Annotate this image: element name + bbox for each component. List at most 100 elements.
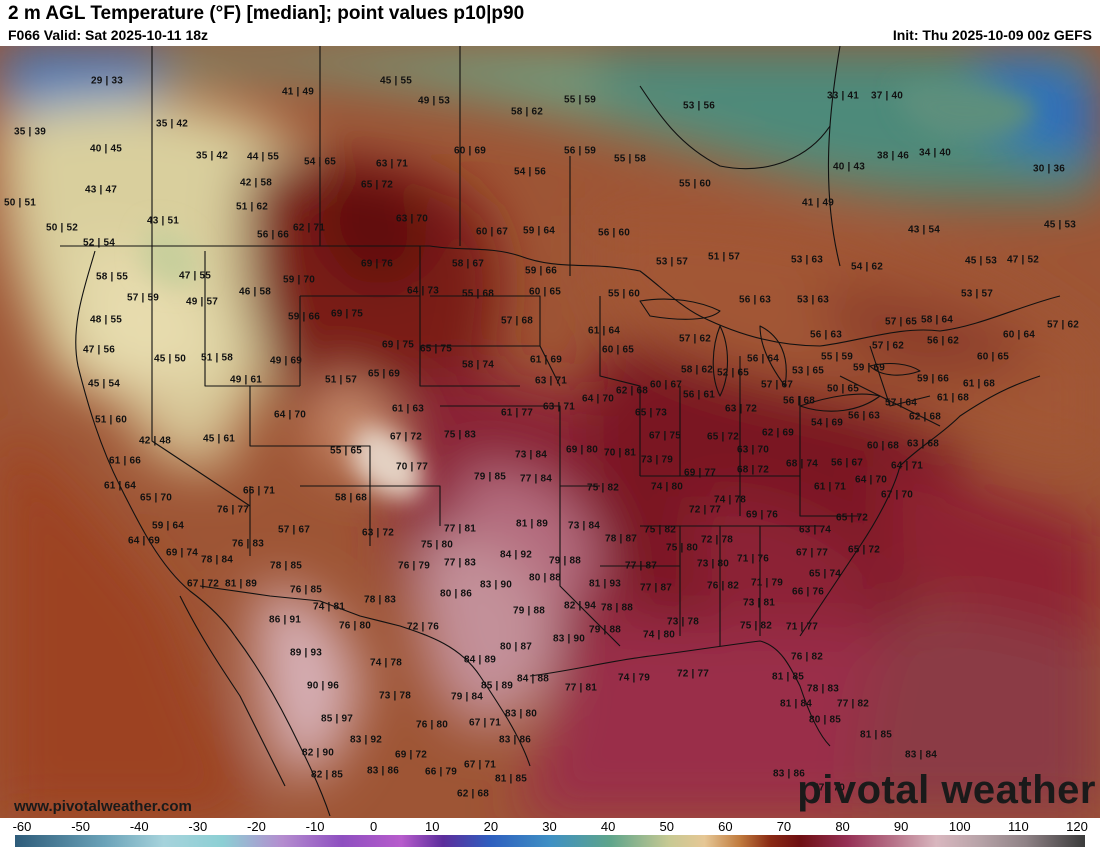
- point-value-label: 69 | 74: [165, 547, 199, 559]
- point-value-label: 75 | 80: [665, 542, 699, 554]
- point-value-label: 61 | 66: [108, 455, 142, 467]
- point-value-label: 50 | 52: [45, 222, 79, 234]
- point-value-label: 77 | 70: [812, 782, 846, 794]
- point-value-label: 61 | 68: [936, 392, 970, 404]
- point-value-label: 53 | 63: [790, 254, 824, 266]
- point-value-label: 72 | 77: [688, 504, 722, 516]
- point-value-label: 67 | 71: [468, 717, 502, 729]
- point-value-label: 80 | 87: [499, 641, 533, 653]
- point-value-label: 35 | 42: [195, 150, 229, 162]
- point-value-label: 68 | 74: [785, 458, 819, 470]
- point-value-label: 43 | 51: [146, 215, 180, 227]
- point-value-label: 44 | 55: [246, 151, 280, 163]
- point-value-label: 64 | 70: [273, 409, 307, 421]
- point-value-label: 78 | 87: [604, 533, 638, 545]
- point-value-label: 60 | 65: [528, 286, 562, 298]
- point-value-label: 77 | 82: [836, 698, 870, 710]
- point-value-label: 51 | 58: [200, 352, 234, 364]
- point-value-label: 61 | 64: [587, 325, 621, 337]
- point-value-label: 56 | 61: [682, 389, 716, 401]
- temperature-field: [0, 46, 1100, 818]
- point-value-label: 77 | 83: [443, 557, 477, 569]
- point-value-label: 49 | 69: [269, 355, 303, 367]
- point-value-label: 67 | 72: [389, 431, 423, 443]
- point-value-label: 81 | 89: [515, 518, 549, 530]
- point-value-label: 82 | 90: [301, 747, 335, 759]
- point-value-label: 51 | 60: [94, 414, 128, 426]
- point-value-label: 62 | 69: [761, 427, 795, 439]
- point-value-label: 83 | 92: [349, 734, 383, 746]
- point-value-label: 56 | 59: [563, 145, 597, 157]
- point-value-label: 70 | 77: [395, 461, 429, 473]
- point-value-label: 45 | 50: [153, 353, 187, 365]
- point-value-label: 63 | 70: [395, 213, 429, 225]
- point-value-label: 58 | 64: [920, 314, 954, 326]
- point-value-label: 55 | 59: [820, 351, 854, 363]
- point-value-label: 77 | 87: [624, 560, 658, 572]
- point-value-label: 57 | 62: [1046, 319, 1080, 331]
- point-value-label: 57 | 65: [884, 316, 918, 328]
- point-value-label: 77 | 84: [519, 473, 553, 485]
- point-value-label: 40 | 45: [89, 143, 123, 155]
- point-value-label: 80 | 88: [528, 572, 562, 584]
- point-value-label: 43 | 47: [84, 184, 118, 196]
- point-value-label: 83 | 86: [498, 734, 532, 746]
- point-value-label: 63 | 74: [798, 524, 832, 536]
- point-value-label: 65 | 72: [847, 544, 881, 556]
- point-value-label: 75 | 83: [443, 429, 477, 441]
- point-value-label: 50 | 65: [826, 383, 860, 395]
- point-value-label: 60 | 64: [1002, 329, 1036, 341]
- point-value-label: 74 | 80: [650, 481, 684, 493]
- point-value-label: 33 | 41: [826, 90, 860, 102]
- point-value-label: 45 | 53: [1043, 219, 1077, 231]
- point-value-label: 55 | 60: [607, 288, 641, 300]
- temperature-map[interactable]: 29 | 33 35 | 39 40 | 45 35 | 42 35 | 42 44 | …: [0, 46, 1100, 818]
- legend-tick-label: 40: [600, 819, 616, 834]
- point-value-label: 77 | 81: [564, 682, 598, 694]
- point-value-label: 55 | 59: [563, 94, 597, 106]
- point-value-label: 76 | 82: [790, 651, 824, 663]
- point-value-label: 64 | 70: [581, 393, 615, 405]
- point-value-label: 67 | 77: [795, 547, 829, 559]
- point-value-label: 55 | 65: [329, 445, 363, 457]
- point-value-label: 75 | 80: [420, 539, 454, 551]
- point-value-label: 64 | 70: [854, 474, 888, 486]
- point-value-label: 60 | 69: [453, 145, 487, 157]
- point-value-label: 49 | 53: [417, 95, 451, 107]
- point-value-label: 65 | 72: [360, 179, 394, 191]
- point-value-label: 69 | 76: [745, 509, 779, 521]
- point-value-label: 76 | 85: [289, 584, 323, 596]
- point-value-label: 81 | 93: [588, 578, 622, 590]
- point-value-label: 57 | 62: [871, 340, 905, 352]
- point-value-label: 53 | 57: [960, 288, 994, 300]
- point-value-label: 55 | 60: [678, 178, 712, 190]
- point-value-label: 76 | 77: [216, 504, 250, 516]
- legend-tick-label: -60: [12, 819, 32, 834]
- point-value-label: 65 | 69: [367, 368, 401, 380]
- point-value-label: 60 | 68: [866, 440, 900, 452]
- point-value-label: 74 | 79: [617, 672, 651, 684]
- point-value-label: 81 | 85: [771, 671, 805, 683]
- point-value-label: 53 | 57: [655, 256, 689, 268]
- point-value-label: 54 | 69: [810, 417, 844, 429]
- point-value-label: 56 | 63: [847, 410, 881, 422]
- point-value-label: 54 | 62: [850, 261, 884, 273]
- point-value-label: 69 | 72: [394, 749, 428, 761]
- point-value-label: 52 | 65: [716, 367, 750, 379]
- point-value-label: 73 | 78: [378, 690, 412, 702]
- legend-tick-label: 120: [1066, 819, 1088, 834]
- legend-tick-label: 20: [483, 819, 499, 834]
- point-value-label: 62 | 68: [908, 411, 942, 423]
- point-value-label: 58 | 68: [334, 492, 368, 504]
- point-value-label: 69 | 75: [330, 308, 364, 320]
- point-value-label: 78 | 84: [200, 554, 234, 566]
- point-value-label: 61 | 77: [500, 407, 534, 419]
- point-value-label: 78 | 83: [363, 594, 397, 606]
- point-value-label: 57 | 67: [760, 379, 794, 391]
- point-value-label: 51 | 57: [324, 374, 358, 386]
- point-value-label: 72 | 78: [700, 534, 734, 546]
- point-value-label: 75 | 82: [739, 620, 773, 632]
- point-value-label: 53 | 56: [682, 100, 716, 112]
- point-value-label: 66 | 71: [242, 485, 276, 497]
- point-value-label: 42 | 48: [138, 435, 172, 447]
